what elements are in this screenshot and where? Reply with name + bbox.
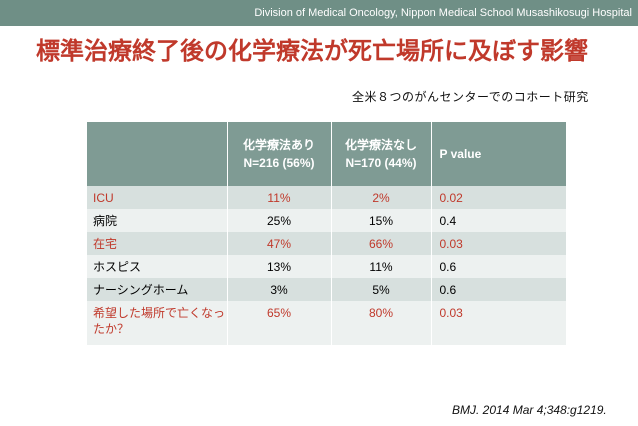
row-with-chemo: 25% [227, 209, 332, 232]
header-without-chemo: 化学療法なし N=170 (44%) [331, 122, 432, 186]
institution-label: Division of Medical Oncology, Nippon Med… [254, 7, 632, 19]
row-label: ホスピス [87, 255, 228, 278]
row-without-chemo: 15% [331, 209, 432, 232]
slide-title: 標準治療終了後の化学療法が死亡場所に及ぼす影響 [36, 37, 588, 65]
row-with-chemo: 65% [227, 301, 332, 345]
citation: BMJ. 2014 Mar 4;348:g1219. [452, 403, 607, 417]
row-without-chemo: 11% [331, 255, 432, 278]
header-with-chemo-n: N=216 (56%) [243, 156, 315, 170]
row-p-value: 0.03 [431, 232, 566, 255]
row-label: 病院 [87, 209, 228, 232]
row-p-value: 0.6 [431, 255, 566, 278]
row-label: 希望した場所で亡くなったか？ [87, 301, 228, 345]
row-p-value: 0.02 [431, 186, 566, 209]
header-bar: Division of Medical Oncology, Nippon Med… [0, 0, 638, 26]
table-row: 希望した場所で亡くなったか？ 65% 80% 0.03 [87, 301, 566, 345]
row-with-chemo: 3% [227, 278, 332, 301]
results-table: 化学療法あり N=216 (56%) 化学療法なし N=170 (44%) P … [87, 122, 566, 345]
table-row: ホスピス 13% 11% 0.6 [87, 255, 566, 278]
row-p-value: 0.03 [431, 301, 566, 345]
row-label: ICU [87, 186, 228, 209]
header-p-value: P value [431, 122, 566, 186]
row-label: 在宅 [87, 232, 228, 255]
row-with-chemo: 47% [227, 232, 332, 255]
header-empty-cell [87, 122, 228, 186]
table-row: ICU 11% 2% 0.02 [87, 186, 566, 209]
row-label: ナーシングホーム [87, 278, 228, 301]
row-with-chemo: 11% [227, 186, 332, 209]
row-with-chemo: 13% [227, 255, 332, 278]
row-without-chemo: 80% [331, 301, 432, 345]
slide-subtitle: 全米８つのがんセンターでのコホート研究 [352, 90, 589, 104]
row-p-value: 0.4 [431, 209, 566, 232]
row-without-chemo: 66% [331, 232, 432, 255]
table-header-row: 化学療法あり N=216 (56%) 化学療法なし N=170 (44%) P … [87, 122, 566, 186]
row-without-chemo: 2% [331, 186, 432, 209]
header-without-chemo-n: N=170 (44%) [345, 156, 417, 170]
header-without-chemo-title: 化学療法なし [344, 138, 417, 152]
row-p-value: 0.6 [431, 278, 566, 301]
table-row: 病院 25% 15% 0.4 [87, 209, 566, 232]
table-row: ナーシングホーム 3% 5% 0.6 [87, 278, 566, 301]
header-with-chemo-title: 化学療法あり [242, 138, 315, 152]
header-with-chemo: 化学療法あり N=216 (56%) [227, 122, 332, 186]
table-row: 在宅 47% 66% 0.03 [87, 232, 566, 255]
row-without-chemo: 5% [331, 278, 432, 301]
